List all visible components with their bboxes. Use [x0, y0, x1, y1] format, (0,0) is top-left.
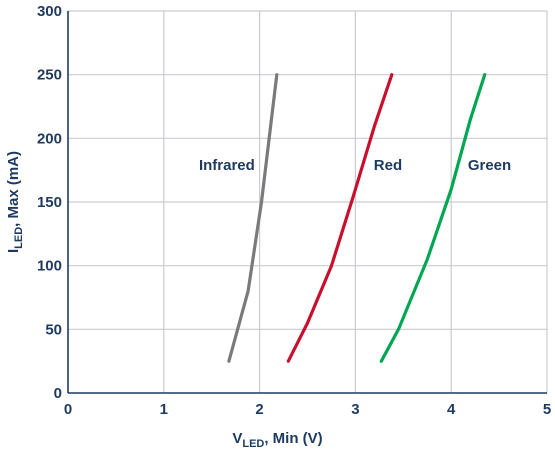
x-tick-label-1: 1	[160, 401, 168, 418]
y-tick-labels: 0 50 100 150 200 250 300	[37, 3, 62, 402]
y-tick-label-300: 300	[37, 3, 62, 20]
y-axis-label-main: I	[5, 249, 22, 253]
x-axis-label-sub: LED	[242, 438, 264, 449]
series-lines	[227, 73, 487, 363]
x-axis-label-main: V	[232, 430, 242, 447]
y-axis-label-rest: , Max (mA)	[5, 151, 22, 227]
x-tick-label-4: 4	[447, 401, 456, 418]
series-labels: Infrared Red Green	[199, 157, 511, 174]
series-label-red: Red	[374, 157, 402, 174]
x-axis-label-rest: , Min (V)	[264, 430, 322, 447]
axes	[67, 11, 547, 394]
grid	[68, 10, 548, 393]
y-tick-label-0: 0	[54, 385, 62, 402]
y-tick-label-150: 150	[37, 194, 62, 211]
y-axis-label: ILED, Max (mA)	[5, 151, 25, 253]
y-tick-label-250: 250	[37, 67, 62, 84]
x-tick-label-5: 5	[543, 401, 551, 418]
x-tick-label-3: 3	[351, 401, 359, 418]
y-tick-label-100: 100	[37, 258, 62, 275]
y-axis-label-sub: LED	[13, 227, 25, 249]
series-line-red	[286, 73, 394, 363]
series-line-green	[379, 73, 487, 363]
x-tick-label-0: 0	[64, 401, 72, 418]
series-label-infrared: Infrared	[199, 157, 255, 174]
x-tick-labels: 0 1 2 3 4 5	[64, 401, 551, 418]
y-tick-label-200: 200	[37, 130, 62, 147]
x-tick-label-2: 2	[255, 401, 263, 418]
x-axis-label: VLED, Min (V)	[232, 430, 322, 449]
y-tick-label-50: 50	[45, 321, 62, 338]
series-label-green: Green	[468, 157, 511, 174]
series-line-infrared	[227, 73, 279, 363]
